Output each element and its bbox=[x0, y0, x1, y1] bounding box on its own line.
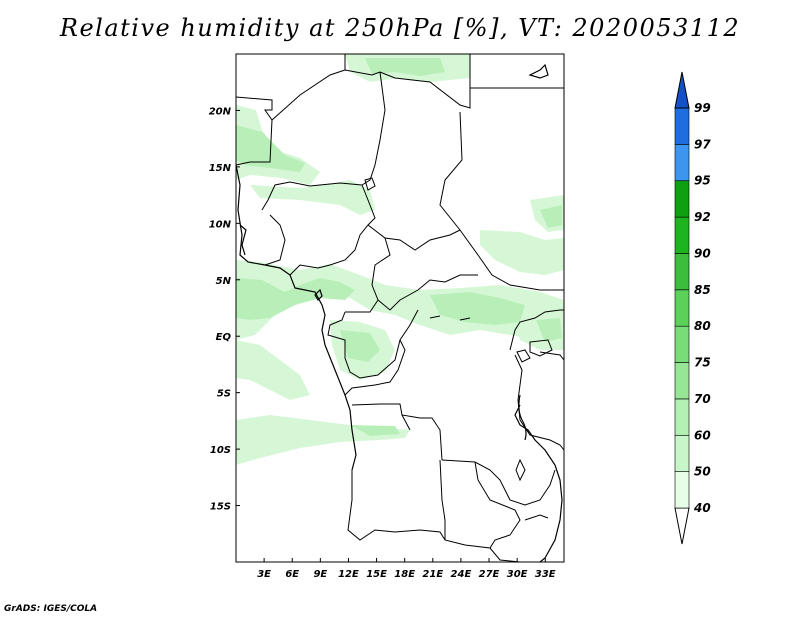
lat-tick-label: 20N bbox=[209, 106, 232, 117]
lon-tick-label: 18E bbox=[394, 569, 415, 580]
longitude-ticks: 3E 6E 9E 12E 15E 18E 21E 24E 27E 30E 33E bbox=[257, 558, 556, 580]
lat-tick-label: EQ bbox=[216, 332, 232, 343]
lon-tick-label: 15E bbox=[366, 569, 387, 580]
colorbar-segment bbox=[674, 289, 690, 327]
colorbar-level-label: 95 bbox=[694, 174, 711, 188]
map-area bbox=[235, 53, 565, 563]
lakes bbox=[364, 177, 553, 521]
colorbar-level-label: 85 bbox=[694, 283, 711, 297]
colorbar-segment bbox=[674, 144, 690, 182]
lat-tick-label: 15N bbox=[209, 163, 232, 174]
lon-tick-label: 24E bbox=[451, 569, 472, 580]
colorbar-segment bbox=[674, 325, 690, 363]
latitude-ticks: 20N 15N 10N 5N EQ 5S 10S 15S bbox=[209, 106, 240, 513]
colorbar-level-label: 60 bbox=[694, 428, 711, 442]
colorbar-level-label: 50 bbox=[694, 465, 711, 479]
chart-title: Relative humidity at 250hPa [%], VT: 202… bbox=[59, 14, 741, 42]
lon-tick-label: 27E bbox=[479, 569, 500, 580]
lat-tick-label: 15S bbox=[210, 502, 231, 513]
lat-tick-label: 10N bbox=[209, 219, 232, 230]
map-frame bbox=[235, 53, 565, 563]
colorbar-segment bbox=[674, 253, 690, 291]
country-borders bbox=[235, 54, 565, 563]
lon-tick-label: 21E bbox=[422, 569, 443, 580]
colorbar-level-label: 90 bbox=[694, 246, 711, 260]
lon-tick-label: 9E bbox=[313, 569, 327, 580]
colorbar-max-triangle bbox=[674, 71, 690, 109]
grads-credit: GrADS: IGES/COLA bbox=[4, 604, 98, 614]
colorbar: 40 50 60 70 75 80 85 90 92 95 97 99 bbox=[674, 71, 711, 545]
lat-tick-label: 5N bbox=[216, 276, 232, 287]
colorbar-segment bbox=[674, 471, 690, 509]
colorbar-min-triangle bbox=[674, 507, 690, 545]
colorbar-segment bbox=[674, 216, 690, 254]
colorbar-segment bbox=[674, 107, 690, 145]
lon-tick-label: 12E bbox=[338, 569, 359, 580]
colorbar-level-label: 80 bbox=[694, 319, 711, 333]
lon-tick-label: 33E bbox=[535, 569, 556, 580]
lat-tick-label: 5S bbox=[217, 389, 231, 400]
lon-tick-label: 30E bbox=[507, 569, 528, 580]
colorbar-level-label: 40 bbox=[693, 501, 711, 515]
colorbar-segment bbox=[674, 180, 690, 218]
colorbar-level-label: 70 bbox=[694, 392, 711, 406]
colorbar-segment bbox=[674, 362, 690, 400]
colorbar-segment bbox=[674, 398, 690, 436]
colorbar-level-label: 75 bbox=[694, 356, 711, 370]
lon-tick-label: 3E bbox=[257, 569, 271, 580]
colorbar-segment bbox=[674, 434, 690, 472]
colorbar-level-label: 92 bbox=[694, 210, 711, 224]
lat-tick-label: 10S bbox=[210, 445, 231, 456]
colorbar-level-label: 97 bbox=[694, 137, 711, 151]
lon-tick-label: 6E bbox=[285, 569, 299, 580]
coastlines bbox=[235, 63, 563, 563]
colorbar-level-label: 99 bbox=[694, 101, 711, 115]
